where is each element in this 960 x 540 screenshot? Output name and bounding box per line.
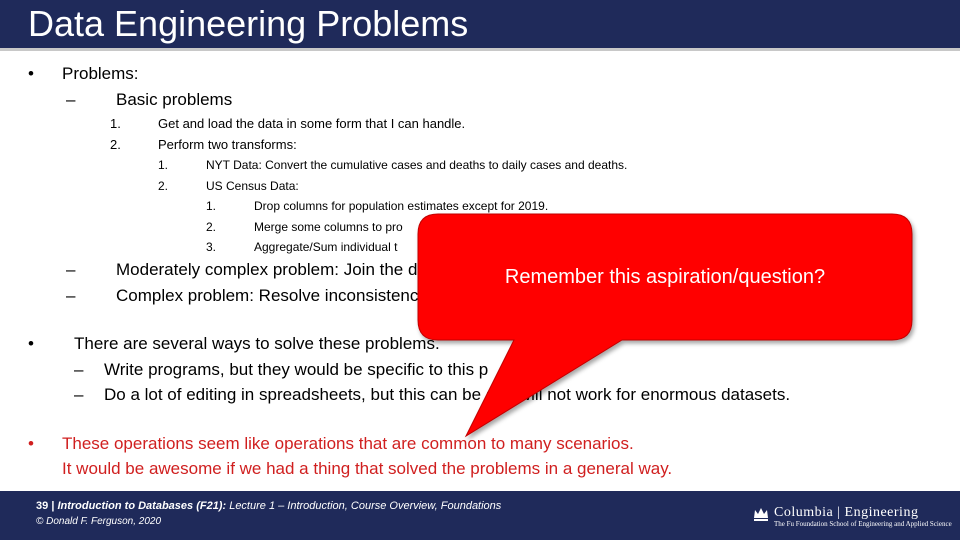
- logo-name: Columbia | Engineering: [774, 505, 919, 520]
- list-item: Perform two transforms:: [158, 137, 297, 152]
- list-number: 1.: [110, 116, 121, 131]
- way-item: Do a lot of editing in spreadsheets, but…: [104, 385, 791, 404]
- list-number: 1.: [158, 158, 169, 172]
- list-item: Aggregate/Sum individual t: [254, 240, 398, 254]
- slide-title: Data Engineering Problems: [28, 3, 469, 44]
- list-number: 2.: [110, 137, 121, 152]
- crown-icon: [754, 508, 768, 521]
- list-item: Merge some columns to pro: [254, 220, 403, 234]
- bullet-marker: •: [28, 64, 34, 83]
- ways-label: There are several ways to solve these pr…: [74, 334, 440, 353]
- list-number: 1.: [206, 199, 217, 213]
- course-name: Introduction to Databases (F21):: [57, 500, 227, 512]
- way-item: Write programs, but they would be specif…: [104, 360, 489, 379]
- dash-marker: –: [66, 90, 76, 109]
- copyright: © Donald F. Ferguson, 2020: [36, 516, 162, 527]
- logo-subtitle: The Fu Foundation School of Engineering …: [774, 520, 952, 528]
- list-item: NYT Data: Convert the cumulative cases a…: [206, 158, 628, 172]
- list-number: 2.: [158, 179, 169, 193]
- footer-separator: |: [51, 500, 55, 512]
- list-item: Get and load the data in some form that …: [158, 116, 466, 131]
- dash-marker: –: [66, 286, 76, 305]
- title-bar: Data Engineering Problems: [0, 0, 960, 48]
- page-number: 39: [36, 500, 49, 512]
- footer: 39 | Introduction to Databases (F21): Le…: [0, 491, 960, 540]
- moderate-problem: Moderately complex problem: Join the d: [116, 260, 418, 279]
- list-number: 3.: [206, 240, 217, 254]
- bullet-marker: •: [28, 434, 34, 453]
- callout-text: Remember this aspiration/question?: [504, 266, 826, 288]
- dash-marker: –: [74, 360, 84, 379]
- bullet-marker: •: [28, 334, 34, 353]
- list-number: 2.: [206, 220, 217, 234]
- aspiration-line-2: It would be awesome if we had a thing th…: [62, 459, 673, 478]
- lecture-name: Lecture 1 – Introduction, Course Overvie…: [226, 500, 502, 512]
- dash-marker: –: [66, 260, 76, 279]
- footer-course-line: 39 | Introduction to Databases (F21): Le…: [36, 500, 501, 512]
- list-item: Drop columns for population estimates ex…: [254, 199, 549, 213]
- problems-label: Problems:: [62, 64, 139, 83]
- list-item: US Census Data:: [206, 179, 299, 193]
- aspiration-line-1: These operations seem like operations th…: [62, 434, 634, 453]
- dash-marker: –: [74, 385, 84, 404]
- basic-problems-label: Basic problems: [116, 90, 233, 109]
- complex-problem: Complex problem: Resolve inconsistenc: [116, 286, 419, 305]
- title-divider: [0, 48, 960, 51]
- columbia-engineering-logo: Columbia | Engineering The Fu Foundation…: [752, 505, 952, 531]
